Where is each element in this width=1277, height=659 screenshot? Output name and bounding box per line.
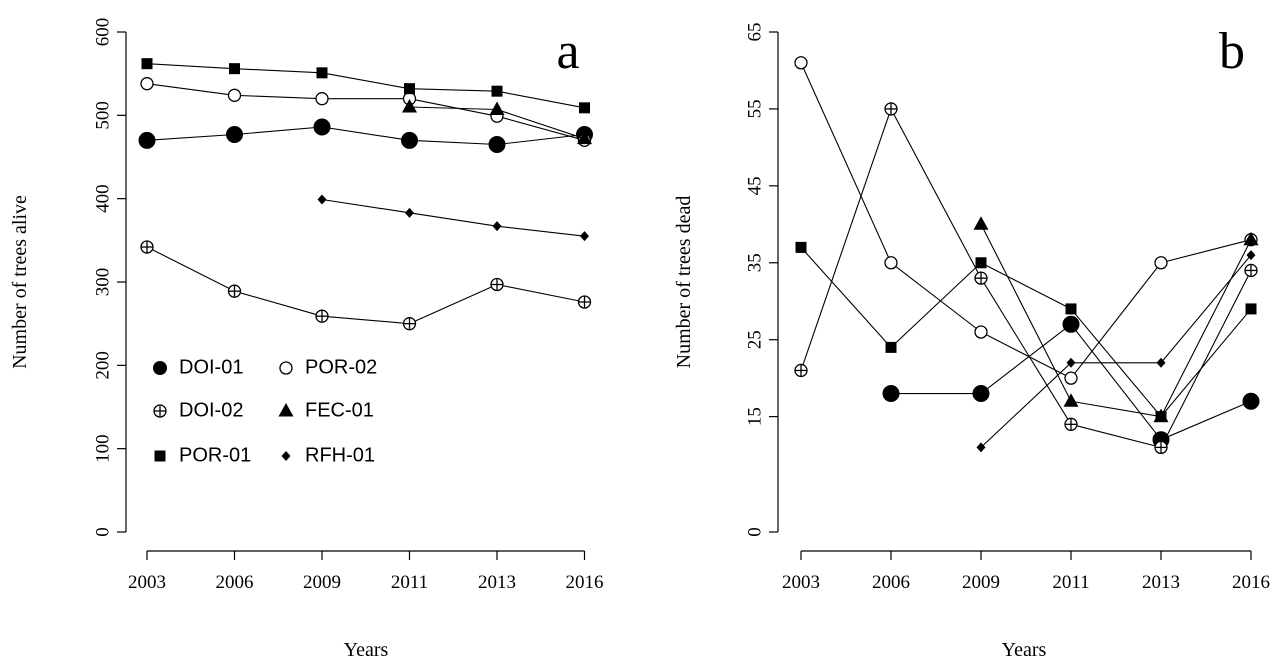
series-segment — [409, 212, 498, 227]
data-point — [490, 277, 504, 292]
legend-item: POR-01 — [154, 444, 251, 466]
data-point — [402, 317, 417, 331]
legend-label: FEC-01 — [305, 399, 374, 421]
legend-marker — [153, 404, 167, 418]
y-tick-label: 200 — [92, 351, 113, 380]
x-axis-label: Years — [344, 639, 389, 659]
series-segment — [146, 63, 235, 70]
legend-label: POR-02 — [305, 356, 377, 378]
data-point — [226, 126, 243, 143]
y-tick-label: 600 — [92, 18, 113, 47]
x-tick-label: 2013 — [478, 572, 516, 593]
legend-label: RFH-01 — [305, 444, 375, 466]
x-tick-label: 2009 — [303, 572, 341, 593]
x-tick-label: 2016 — [566, 572, 604, 593]
series-segment — [321, 126, 410, 141]
data-point — [315, 309, 329, 323]
legend-marker — [278, 403, 294, 417]
data-point — [577, 295, 592, 309]
data-point — [227, 284, 242, 298]
y-axis-label: Number of trees alive — [9, 195, 31, 369]
series-segment — [496, 108, 585, 140]
series-doi-02 — [140, 240, 592, 331]
y-tick-label: 400 — [92, 184, 113, 213]
legend-marker — [153, 361, 167, 375]
legend-item: RFH-01 — [281, 444, 375, 466]
series-fec-01 — [402, 99, 592, 145]
data-point — [579, 102, 590, 114]
legend-marker — [154, 450, 166, 462]
data-point — [491, 85, 503, 97]
legend-item: DOI-02 — [153, 399, 243, 421]
x-tick-label: 2003 — [128, 572, 166, 593]
data-point — [317, 194, 327, 205]
x-tick-label: 2011 — [391, 572, 428, 593]
series-segment — [234, 126, 323, 136]
legend-label: POR-01 — [179, 444, 251, 466]
series-segment — [409, 98, 498, 117]
series-por-02 — [140, 77, 592, 147]
data-point — [489, 101, 505, 115]
data-point — [140, 77, 154, 91]
series-segment — [496, 90, 585, 109]
series-segment — [146, 246, 235, 292]
series-segment — [409, 139, 498, 146]
data-point — [140, 240, 154, 254]
legend-item: DOI-01 — [153, 356, 243, 378]
legend-item: POR-02 — [279, 356, 377, 378]
series-segment — [146, 83, 235, 96]
series-segment — [234, 68, 323, 74]
series-segment — [409, 88, 498, 92]
data-point — [404, 83, 415, 95]
data-point — [315, 92, 329, 106]
series-segment — [409, 106, 498, 111]
series-segment — [496, 283, 585, 303]
series-segment — [496, 133, 585, 146]
legend-marker — [281, 451, 291, 461]
data-point — [405, 207, 414, 218]
data-point — [492, 221, 502, 232]
series-segment — [321, 315, 410, 325]
data-point — [316, 67, 328, 79]
data-point — [488, 136, 506, 153]
series-segment — [234, 94, 323, 100]
series-rfh-01 — [317, 194, 589, 242]
data-point — [313, 118, 331, 136]
data-point — [401, 131, 418, 149]
legend-item: FEC-01 — [278, 399, 374, 421]
data-point — [580, 231, 589, 242]
series-segment — [496, 225, 585, 237]
series-segment — [409, 283, 498, 325]
legend-label: DOI-02 — [179, 399, 243, 421]
y-tick-label: 500 — [92, 101, 113, 130]
series-segment — [234, 290, 323, 317]
data-point — [141, 58, 153, 70]
y-tick-label: 0 — [92, 527, 113, 537]
x-tick-label: 2006 — [216, 572, 254, 593]
series-segment — [146, 133, 235, 141]
data-point — [227, 88, 242, 102]
series-segment — [321, 72, 410, 90]
legend-label: DOI-01 — [179, 356, 243, 378]
y-tick-label: 100 — [92, 434, 113, 463]
data-point — [138, 131, 156, 149]
series-segment — [321, 198, 410, 214]
series-segment — [496, 115, 585, 141]
legend-marker — [279, 361, 293, 375]
legend: DOI-01 POR-02 DOI-02 FEC-01 POR-01 RFH-01 — [153, 356, 377, 466]
data-point — [577, 130, 592, 145]
data-point — [402, 99, 417, 113]
y-tick-label: 300 — [92, 268, 113, 297]
panel-letter: a — [556, 23, 579, 80]
data-point — [229, 63, 240, 75]
series-por-01 — [141, 58, 590, 114]
